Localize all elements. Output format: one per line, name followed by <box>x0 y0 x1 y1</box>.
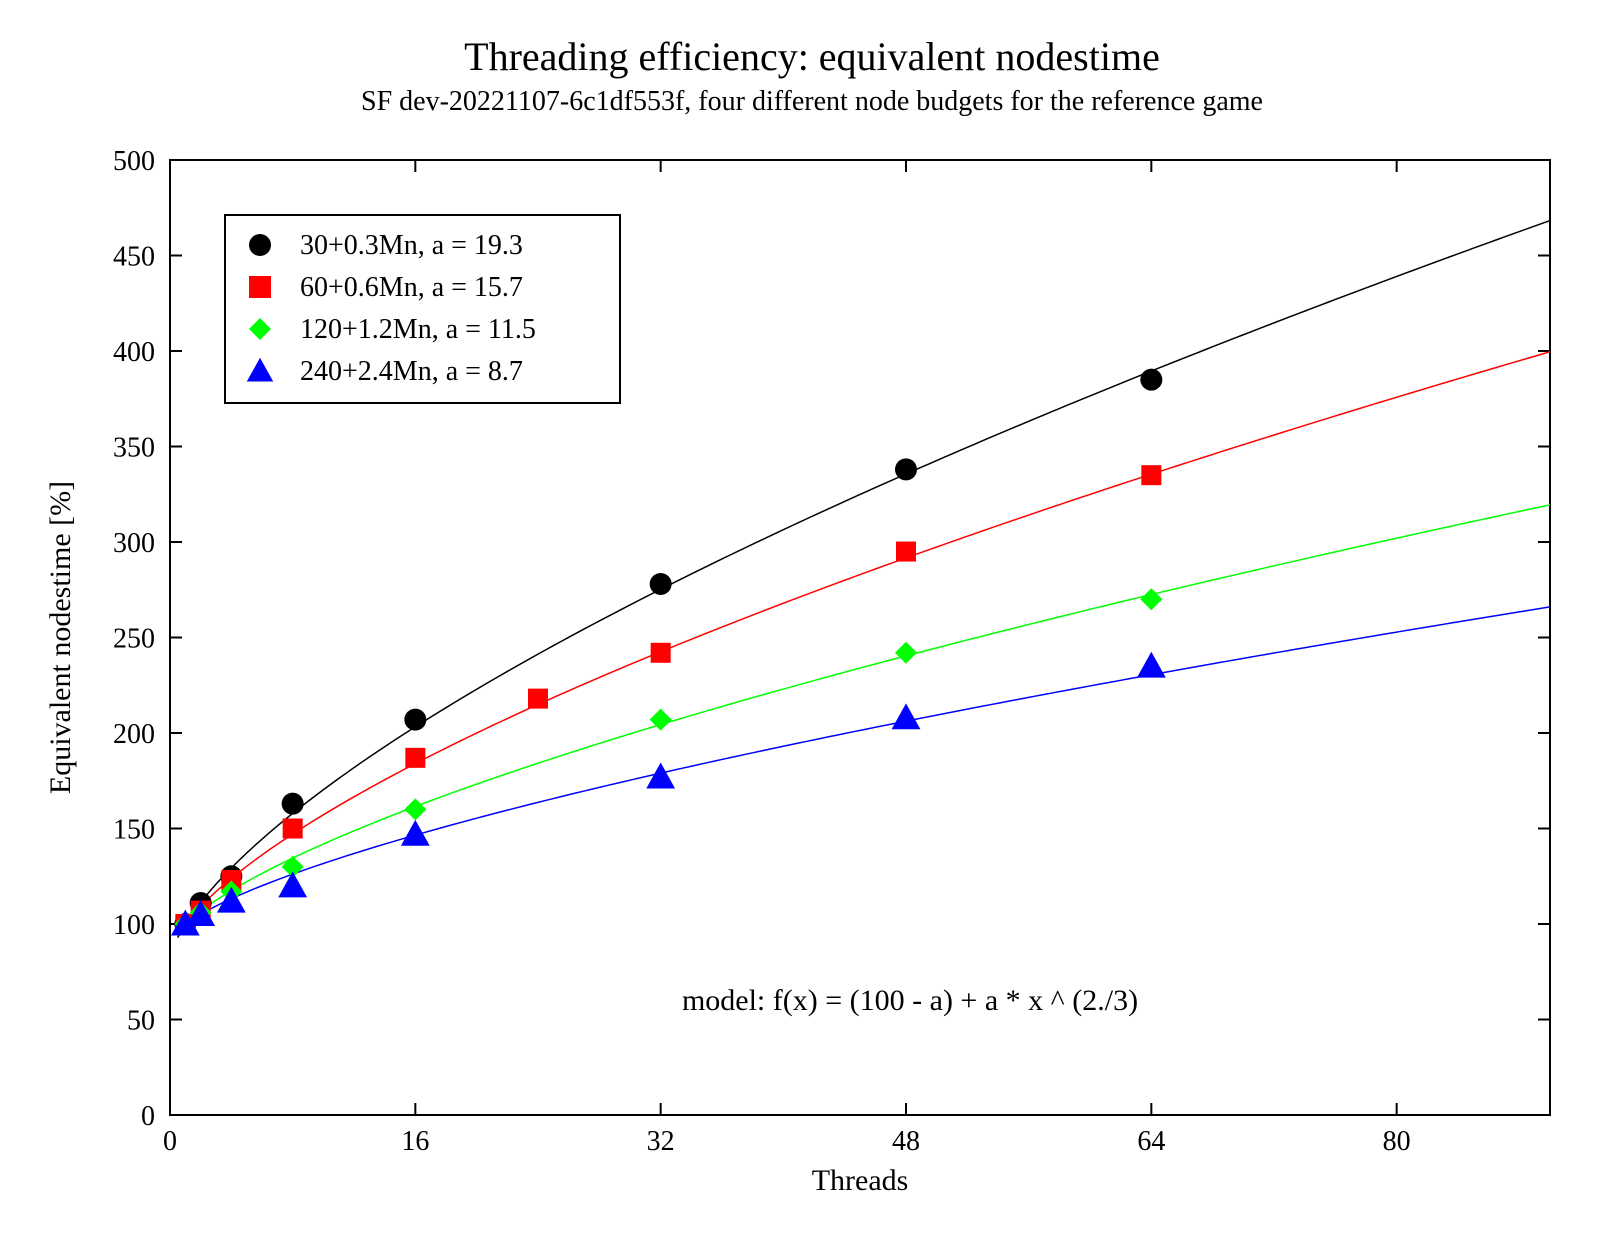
model-annotation: model: f(x) = (100 - a) + a * x ^ (2./3) <box>682 984 1138 1017</box>
data-marker <box>282 793 304 815</box>
data-marker <box>404 709 426 731</box>
data-marker <box>896 542 916 562</box>
model-curve <box>178 607 1550 930</box>
x-axis-label: Threads <box>812 1164 909 1197</box>
data-marker <box>405 748 425 768</box>
data-marker <box>1140 588 1162 610</box>
chart-container: Threading efficiency: equivalent nodesti… <box>0 0 1624 1244</box>
data-marker <box>1140 369 1162 391</box>
y-axis-label: Equivalent nodestime [%] <box>44 481 77 794</box>
x-tick-label: 0 <box>163 1126 177 1157</box>
data-marker <box>283 819 303 839</box>
x-tick-label: 32 <box>647 1126 675 1157</box>
data-marker <box>404 798 426 820</box>
y-tick-label: 200 <box>113 719 155 750</box>
data-marker <box>249 234 271 256</box>
x-tick-label: 48 <box>892 1126 920 1157</box>
y-tick-label: 400 <box>113 337 155 368</box>
model-curve <box>178 352 1550 935</box>
y-tick-label: 100 <box>113 910 155 941</box>
data-marker <box>528 689 548 709</box>
legend-label: 240+2.4Mn, a = 8.7 <box>300 356 523 387</box>
data-marker <box>1141 465 1161 485</box>
data-marker <box>892 703 921 729</box>
legend-label: 30+0.3Mn, a = 19.3 <box>300 230 523 261</box>
chart-subtitle: SF dev-20221107-6c1df553f, four differen… <box>361 86 1263 117</box>
y-tick-label: 50 <box>127 1006 155 1037</box>
data-marker <box>1137 652 1166 678</box>
model-curve <box>178 505 1550 932</box>
y-tick-label: 150 <box>113 815 155 846</box>
y-tick-label: 300 <box>113 528 155 559</box>
legend-label: 120+1.2Mn, a = 11.5 <box>300 314 536 345</box>
x-tick-label: 16 <box>401 1126 429 1157</box>
y-tick-label: 0 <box>141 1101 155 1132</box>
x-tick-label: 80 <box>1383 1126 1411 1157</box>
data-marker <box>249 276 271 298</box>
data-marker <box>650 573 672 595</box>
data-marker <box>895 642 917 664</box>
chart-svg: Threading efficiency: equivalent nodesti… <box>0 0 1624 1244</box>
y-tick-label: 250 <box>113 624 155 655</box>
data-marker <box>217 887 246 913</box>
legend-label: 60+0.6Mn, a = 15.7 <box>300 272 523 303</box>
y-tick-label: 350 <box>113 433 155 464</box>
data-marker <box>895 458 917 480</box>
data-marker <box>278 871 307 897</box>
data-marker <box>651 643 671 663</box>
y-tick-label: 500 <box>113 146 155 177</box>
chart-title: Threading efficiency: equivalent nodesti… <box>464 34 1160 79</box>
x-tick-label: 64 <box>1137 1126 1165 1157</box>
y-tick-label: 450 <box>113 242 155 273</box>
